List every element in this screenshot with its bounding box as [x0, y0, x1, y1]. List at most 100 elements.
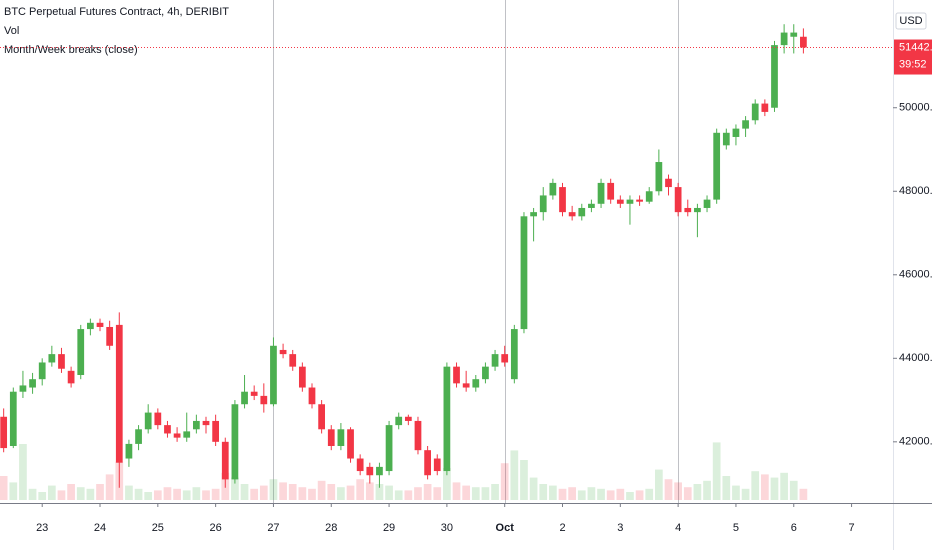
- volume-bar: [597, 488, 605, 500]
- volume-bar: [28, 488, 37, 500]
- volume-bar: [96, 484, 104, 500]
- x-tick-label: 25: [152, 522, 164, 534]
- volume-bar: [568, 487, 576, 500]
- candle-body: [19, 385, 27, 392]
- candle-body: [616, 199, 624, 204]
- volume-bar: [741, 488, 750, 500]
- volume-bar: [462, 485, 471, 500]
- volume-bar: [549, 485, 557, 500]
- candle-body: [713, 132, 721, 200]
- candle-body: [414, 420, 422, 451]
- candle-body: [48, 354, 56, 363]
- candle-body: [298, 366, 306, 388]
- volume-bar: [365, 482, 374, 500]
- y-tick-label: 42000.0: [899, 436, 932, 448]
- volume-bar: [57, 490, 66, 500]
- volume-bar: [780, 472, 788, 500]
- volume-bar: [356, 479, 365, 500]
- volume-bar: [105, 474, 114, 500]
- volume-bar: [231, 477, 239, 500]
- volume-bar: [375, 484, 384, 500]
- candle-body: [356, 458, 364, 472]
- currency[interactable]: USD: [899, 15, 922, 27]
- candle-body: [318, 404, 325, 430]
- volume-bar: [471, 487, 480, 500]
- candle-body: [549, 182, 557, 196]
- volume-bar: [288, 484, 297, 500]
- x-tick-label: 27: [267, 522, 279, 534]
- volume-bar: [751, 471, 760, 500]
- candle-body: [761, 103, 769, 112]
- candle-body: [530, 212, 537, 217]
- candle-body: [385, 425, 393, 472]
- candle-body: [347, 429, 354, 459]
- volume-bar: [443, 468, 451, 500]
- candle-body: [694, 207, 701, 213]
- last-price-label: 51442.0: [899, 41, 932, 53]
- candle-body: [491, 354, 499, 367]
- volume-bar: [192, 487, 201, 500]
- volume-bar: [703, 480, 711, 500]
- x-tick-label: 6: [791, 522, 797, 534]
- volume-bar: [47, 485, 56, 500]
- volume-bar: [799, 488, 808, 500]
- candle-body: [77, 329, 85, 376]
- candle-body: [241, 391, 248, 405]
- candle-body: [221, 441, 229, 480]
- volume-bar: [481, 487, 490, 500]
- volume-bar: [500, 463, 509, 500]
- candle-body: [202, 420, 210, 426]
- candle-body: [626, 199, 634, 204]
- candle-body: [173, 433, 181, 438]
- y-tick-label: 44000.0: [899, 352, 932, 364]
- candle-body: [289, 354, 297, 367]
- volume-bar: [211, 488, 220, 500]
- candle-body: [144, 412, 152, 430]
- volume-bar: [269, 479, 278, 500]
- volume-bar: [202, 490, 210, 500]
- volume-bar: [452, 482, 461, 500]
- volume-bar: [529, 477, 538, 500]
- x-tick-label: 30: [441, 522, 453, 534]
- volume-bar: [655, 469, 663, 500]
- x-tick-label: 23: [36, 522, 48, 534]
- candle-body: [665, 178, 672, 188]
- candle-body: [67, 370, 75, 384]
- candle-body: [453, 366, 460, 384]
- volume-bar: [770, 477, 779, 500]
- candle-body: [327, 429, 335, 446]
- volume-bar: [327, 484, 336, 500]
- volume-bar: [693, 484, 702, 500]
- currency-box[interactable]: [895, 12, 927, 30]
- candle-body: [588, 203, 595, 208]
- candle-body: [308, 387, 316, 405]
- volume-bar: [394, 490, 403, 500]
- volume-bar: [182, 490, 191, 500]
- x-tick-label: 4: [675, 522, 681, 534]
- candle-body: [578, 207, 586, 217]
- volume-bar: [298, 487, 307, 500]
- volume-bar: [404, 490, 413, 500]
- volume-bar: [635, 490, 644, 500]
- candle-body: [404, 416, 412, 421]
- candle-body: [780, 32, 788, 46]
- candle-body: [29, 379, 36, 388]
- volume-bar: [558, 488, 567, 500]
- candle-body: [674, 187, 682, 213]
- volume-bar: [732, 485, 740, 500]
- x-tick-label: 24: [94, 522, 106, 534]
- candle-body: [501, 354, 509, 363]
- candle-body: [482, 366, 489, 380]
- x-tick-label: 26: [210, 522, 222, 534]
- volume-bar: [722, 476, 731, 500]
- volume-bar: [86, 488, 95, 500]
- volume-bar: [250, 488, 259, 500]
- candle-body: [636, 199, 643, 202]
- volume-bar: [616, 488, 625, 500]
- candle-body: [433, 458, 441, 472]
- candle-body: [125, 443, 133, 459]
- candle-body: [192, 420, 200, 430]
- candle-body: [279, 349, 287, 355]
- chart-title: BTC Perpetual Futures Contract, 4h, DERI…: [4, 6, 229, 18]
- candle-body: [106, 326, 114, 346]
